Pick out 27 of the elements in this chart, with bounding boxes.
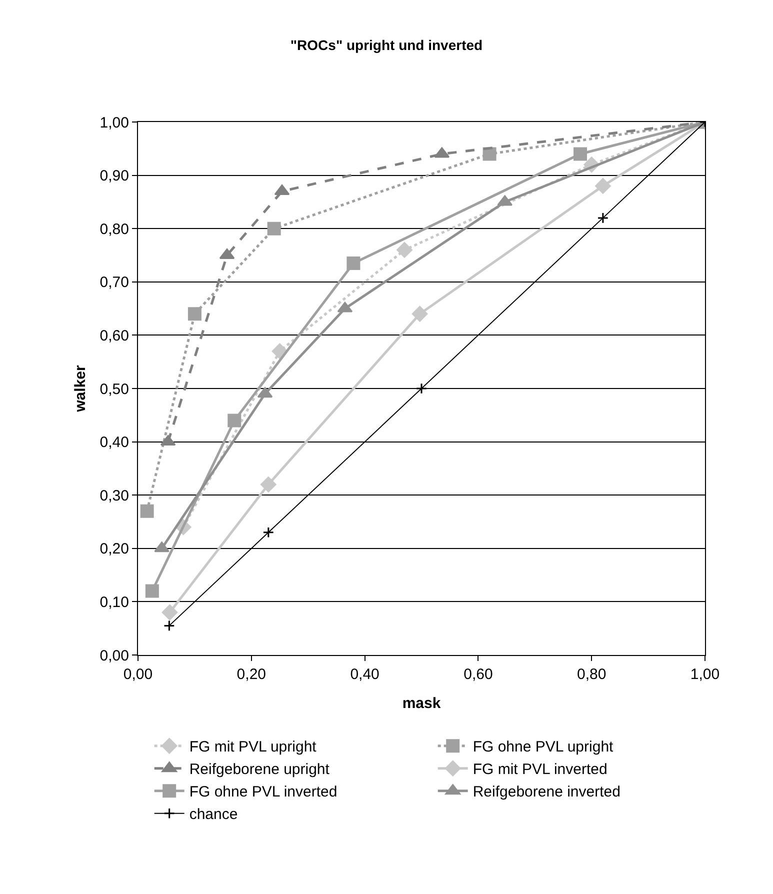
y-tick-label: 0,80 (100, 220, 129, 238)
x-tick-label: 0,20 (236, 666, 266, 683)
x-tick-label: 0,60 (464, 666, 493, 683)
legend-label: FG ohne PVL upright (472, 738, 614, 756)
legend-label: Reifgeborene upright (189, 761, 330, 778)
x-tick-label: 0,80 (577, 666, 606, 683)
chart-title: "ROCs" upright und inverted (290, 37, 483, 54)
x-axis-title: mask (402, 695, 442, 712)
x-tick-label: 1,00 (690, 666, 720, 683)
legend-label: FG mit PVL upright (189, 738, 318, 756)
y-tick-label: 0,40 (100, 434, 129, 452)
legend-label: FG mit PVL inverted (472, 761, 608, 778)
y-tick-label: 1,00 (100, 114, 129, 132)
y-tick-label: 0,30 (100, 487, 129, 504)
y-tick-label: 0,20 (100, 540, 129, 558)
x-tick-label: 0,00 (123, 666, 153, 683)
legend-label: Reifgeborene inverted (472, 784, 620, 801)
y-tick-label: 0,50 (100, 380, 129, 398)
y-tick-label: 0,00 (100, 647, 129, 664)
y-tick-label: 0,10 (100, 594, 129, 611)
y-axis-title: walker (72, 364, 90, 413)
y-tick-label: 0,60 (100, 327, 129, 344)
y-tick-label: 0,70 (100, 274, 129, 292)
legend-label: FG ohne PVL inverted (189, 784, 338, 801)
x-tick-label: 0,40 (350, 666, 380, 683)
legend-label: chance (189, 806, 238, 824)
y-tick-label: 0,90 (100, 168, 129, 185)
